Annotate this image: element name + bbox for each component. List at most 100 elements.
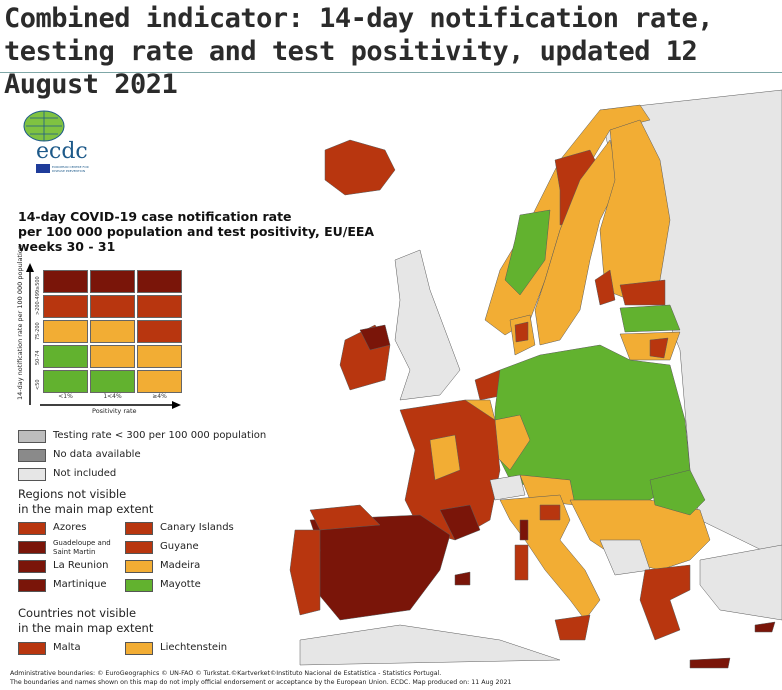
legend-cell (137, 270, 182, 293)
legend-title-line: 14-day COVID-19 case notification rate (18, 209, 292, 224)
regions-heading: Regions not visible in the main map exte… (18, 487, 153, 517)
legend-swatch (125, 642, 153, 655)
land-turkey (699, 544, 782, 621)
crete (689, 657, 731, 669)
legend-y-tick: 75-200 (35, 322, 41, 340)
switzerland (489, 474, 526, 501)
legend-cell (90, 270, 135, 293)
regions-heading-line: in the main map extent (18, 502, 154, 516)
countries-heading: Countries not visible in the main map ex… (18, 606, 153, 636)
legend-label: No data available (53, 449, 141, 460)
legend-title: 14-day COVID-19 case notification rate p… (18, 209, 374, 254)
legend-swatch (18, 642, 46, 655)
legend-label: Liechtenstein (160, 642, 228, 653)
legend-label: Canary Islands (160, 522, 234, 533)
legend-cell (43, 370, 88, 393)
legend-y-axis-label: 14-day notification rate per 100 000 pop… (16, 245, 24, 400)
legend-title-line: weeks 30 - 31 (18, 239, 116, 254)
legend-cell (137, 295, 182, 318)
regions-heading-line: Regions not visible (18, 487, 127, 501)
svg-text:EUROPEAN CENTRE FOR: EUROPEAN CENTRE FOR (52, 165, 89, 169)
legend-cell (43, 295, 88, 318)
legend-label: Guadeloupe and Saint Martin (53, 539, 111, 556)
legend-y-tick: 50-74 (35, 350, 41, 365)
legend-label: Mayotte (160, 579, 201, 590)
legend-cell (137, 345, 182, 368)
greece (639, 564, 691, 641)
legend-x-tick: ≥4% (152, 393, 167, 400)
svg-text:DISEASE PREVENTION: DISEASE PREVENTION (52, 169, 85, 173)
legend-swatch (18, 468, 46, 481)
title-divider (0, 72, 782, 73)
countries-heading-line: in the main map extent (18, 621, 154, 635)
spain (309, 514, 451, 621)
legend-x-axis-label: Positivity rate (92, 407, 137, 415)
portugal (289, 529, 321, 616)
legend-cell (43, 345, 88, 368)
footer-disclaimer: The boundaries and names shown on this m… (10, 679, 512, 686)
denmark-region (514, 321, 529, 343)
legend-cell (90, 370, 135, 393)
europe-map (289, 89, 782, 669)
romania (649, 469, 706, 516)
legend-swatch (125, 560, 153, 573)
map-footer: Administrative boundaries: © EuroGeograp… (10, 669, 512, 687)
estonia (619, 279, 666, 306)
legend-x-tick: <1% (58, 393, 73, 400)
legend-title-line: per 100 000 population and test positivi… (18, 224, 375, 239)
legend-label: Martinique (53, 579, 107, 590)
italy-north-region (539, 504, 561, 521)
legend-cell (137, 320, 182, 343)
sweden (534, 139, 621, 346)
legend-label: Malta (53, 642, 81, 653)
corsica (519, 519, 529, 541)
footer-attribution: Administrative boundaries: © EuroGeograp… (10, 670, 442, 677)
legend-matrix (43, 270, 182, 393)
legend-swatch (18, 541, 46, 554)
latvia (619, 304, 681, 333)
svg-text:ecdc: ecdc (36, 139, 88, 164)
legend-swatch (125, 541, 153, 554)
northern-ireland (359, 324, 391, 351)
legend-swatch (18, 579, 46, 592)
legend-cell (90, 320, 135, 343)
legend-label: Azores (53, 522, 87, 533)
lithuania-region (649, 337, 669, 359)
legend-label: Testing rate < 300 per 100 000 populatio… (53, 430, 267, 441)
legend-label: Madeira (160, 560, 201, 571)
land-africa (299, 624, 561, 666)
legend-swatch (18, 449, 46, 462)
legend-axes (26, 263, 181, 409)
sicily (554, 614, 591, 641)
legend-swatch (125, 579, 153, 592)
legend-swatch (125, 522, 153, 535)
france-paris (429, 434, 461, 481)
legend-cell (90, 295, 135, 318)
page-title: Combined indicator: 14-day notification … (4, 3, 714, 100)
legend-cell (43, 270, 88, 293)
ecdc-logo: ecdc EUROPEAN CENTRE FOR DISEASE PREVENT… (23, 110, 89, 173)
legend-x-tick: 1<4% (103, 393, 122, 400)
legend-cell (90, 345, 135, 368)
balearic (454, 571, 471, 586)
legend-label: Not included (53, 468, 117, 479)
france-south-region (439, 504, 481, 541)
legend-cell (137, 370, 182, 393)
land-uk (394, 249, 461, 401)
finland-region (594, 269, 616, 306)
sardinia (514, 544, 529, 581)
legend-label: Guyane (160, 541, 199, 552)
legend-y-tick: >200-499 (35, 289, 41, 315)
countries-heading-line: Countries not visible (18, 606, 137, 620)
legend-swatch (18, 522, 46, 535)
spain-north (309, 504, 381, 531)
iceland (324, 139, 396, 196)
legend-y-tick: ≥500 (35, 276, 41, 290)
cyprus (754, 621, 776, 633)
legend-swatch (18, 560, 46, 573)
norway-central (504, 209, 551, 296)
legend-swatch (18, 430, 46, 443)
legend-cell (43, 320, 88, 343)
legend-y-tick: <50 (35, 379, 41, 390)
legend-label: La Reunion (53, 560, 109, 571)
